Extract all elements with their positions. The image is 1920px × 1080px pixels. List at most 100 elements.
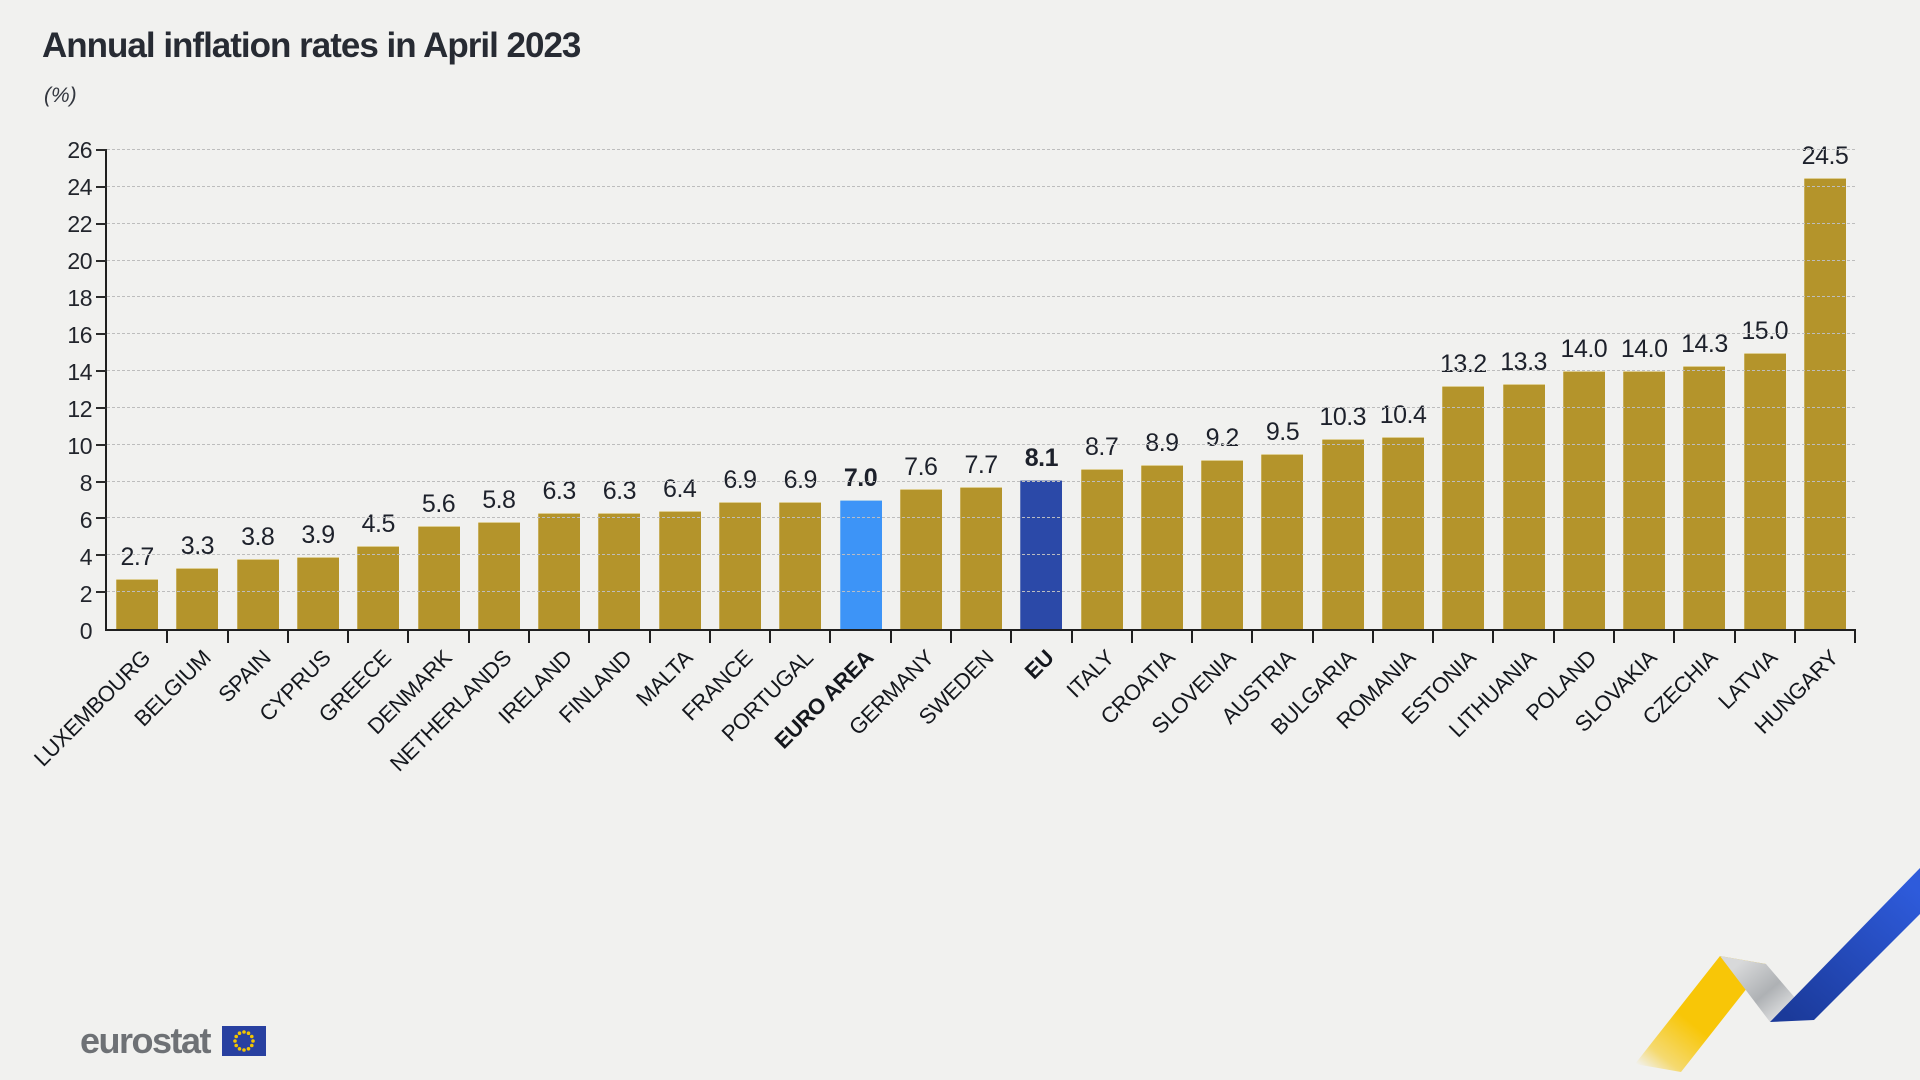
bar-slot: 9.5 AUSTRIA [1217, 150, 1314, 729]
bar-slot: 10.4 ROMANIA [1332, 150, 1435, 734]
bar [1562, 371, 1605, 629]
x-axis-tick-mark [829, 629, 832, 643]
gridline [107, 259, 1855, 261]
bar-slot: 14.3 CZECHIA [1638, 150, 1736, 729]
bar-value-label: 9.2 [1205, 423, 1240, 452]
bar-slot: 6.9 PORTUGAL [717, 150, 832, 746]
bar [176, 568, 219, 629]
y-axis-tick-label: 6 [79, 507, 93, 533]
bar [1382, 437, 1425, 629]
x-axis-tick-mark [1251, 629, 1254, 643]
bar-value-label: 15.0 [1741, 316, 1789, 345]
y-axis-tick-label: 14 [67, 359, 92, 386]
x-axis-tick-mark [1613, 629, 1616, 643]
bar [1201, 459, 1244, 629]
bar [1502, 383, 1545, 629]
x-axis-tick-mark [1191, 629, 1194, 643]
bar-slot: 7.7 SWEDEN [914, 150, 1013, 730]
eu-flag-stars [233, 1030, 255, 1052]
bar-slot: 13.3 LITHUANIA [1444, 150, 1555, 742]
gridline [107, 333, 1855, 335]
bar-value-label: 3.9 [301, 521, 335, 550]
x-axis-tick-mark [1552, 629, 1555, 643]
gridline [107, 517, 1855, 519]
x-axis-tick-mark [1673, 629, 1676, 643]
bar-value-label: 3.3 [180, 532, 215, 561]
bar [779, 501, 822, 629]
gridline [107, 480, 1855, 482]
bars-container: 2.7 LUXEMBOURG 3.3 BELGIUM 3.8 SPAIN 3.9 CYPRUS… [29, 142, 1857, 776]
bar-value-label: 3.8 [241, 523, 275, 551]
bar [1140, 465, 1183, 629]
x-axis-tick-mark [588, 629, 591, 643]
bar [477, 522, 520, 629]
x-axis-tick-mark [1432, 629, 1435, 643]
bar-value-label: 13.3 [1500, 347, 1547, 376]
y-axis-tick-label: 20 [67, 248, 92, 274]
bar [598, 512, 641, 629]
y-axis-tick-label: 18 [67, 285, 92, 312]
x-axis-tick-mark [1733, 629, 1736, 643]
x-axis-tick-mark [286, 629, 289, 643]
y-axis-tick-mark [96, 185, 107, 188]
y-axis-tick-mark [96, 591, 107, 594]
gridline [107, 591, 1855, 593]
bar-slot: 5.6 DENMARK [362, 150, 470, 739]
y-axis-tick-mark [96, 149, 107, 151]
bar [417, 525, 460, 629]
unit-subtitle: (%) [44, 84, 77, 107]
bar-value-label: 14.0 [1620, 335, 1668, 364]
x-axis-tick-mark [467, 629, 470, 643]
bar [839, 500, 882, 629]
y-axis-tick-mark [96, 333, 107, 336]
bar-value-label: 5.6 [421, 489, 456, 518]
bar [538, 512, 581, 629]
x-axis-tick-mark [1010, 629, 1013, 643]
y-axis-tick-label: 16 [67, 322, 92, 349]
bar-slot: 10.3 BULGARIA [1266, 150, 1374, 740]
x-axis-tick-mark [708, 629, 711, 643]
y-axis-tick-label: 22 [67, 211, 92, 237]
bar-value-label: 6.4 [663, 475, 697, 504]
bar-slot: 4.5 GREECE [314, 150, 410, 727]
bar [1683, 365, 1726, 629]
bar [116, 579, 159, 629]
bar-value-label: 5.8 [482, 486, 516, 515]
bar-slot: 7.6 GERMANY [844, 150, 952, 740]
gridline [107, 185, 1855, 187]
bar-slot: 6.3 FINLAND [554, 150, 651, 728]
y-axis-tick-label: 12 [67, 396, 92, 422]
y-axis-tick-label: 24 [67, 174, 92, 200]
y-axis-tick-mark [96, 480, 107, 483]
bar [1804, 177, 1847, 629]
bar-slot: 15.0 LATVIA [1714, 150, 1796, 714]
bar-slot: 5.8 NETHERLANDS [385, 150, 530, 776]
y-axis-tick-mark [96, 443, 107, 446]
bar-value-label: 7.0 [843, 464, 878, 493]
y-axis-tick-mark [96, 554, 107, 557]
bar-value-label: 10.4 [1379, 401, 1427, 430]
bar-value-label: 14.0 [1560, 335, 1608, 364]
bar-slot: 8.9 CROATIA [1095, 150, 1194, 729]
bar-slot: 3.3 BELGIUM [129, 150, 229, 731]
x-axis-tick-mark [769, 629, 772, 643]
y-axis-tick-label: 2 [79, 581, 93, 608]
y-axis-labels: 0 2 4 6 8 10 12 14 16 18 20 22 24 26 [0, 137, 93, 644]
bar-slot: 14.0 SLOVAKIA [1570, 150, 1676, 737]
bar [1442, 385, 1485, 629]
bar-slot: 3.8 SPAIN [213, 150, 289, 707]
y-axis-tick-label: 10 [67, 433, 92, 459]
bar-slot: 6.9 FRANCE [677, 150, 772, 725]
bar-value-label: 7.6 [904, 453, 938, 481]
x-axis-tick-mark [1070, 629, 1073, 643]
bar [236, 559, 279, 629]
x-axis-tick-mark [527, 629, 530, 643]
bar-slot: 6.4 MALTA [631, 150, 711, 711]
x-axis-tick-mark [226, 629, 229, 643]
bar-slot: 3.9 CYPRUS [254, 150, 350, 726]
bar-value-label: 8.9 [1145, 429, 1179, 458]
x-axis-tick-mark [1492, 629, 1495, 643]
eurostat-logo-text: eurostat [80, 1020, 212, 1061]
x-axis-tick-mark [1854, 629, 1857, 643]
